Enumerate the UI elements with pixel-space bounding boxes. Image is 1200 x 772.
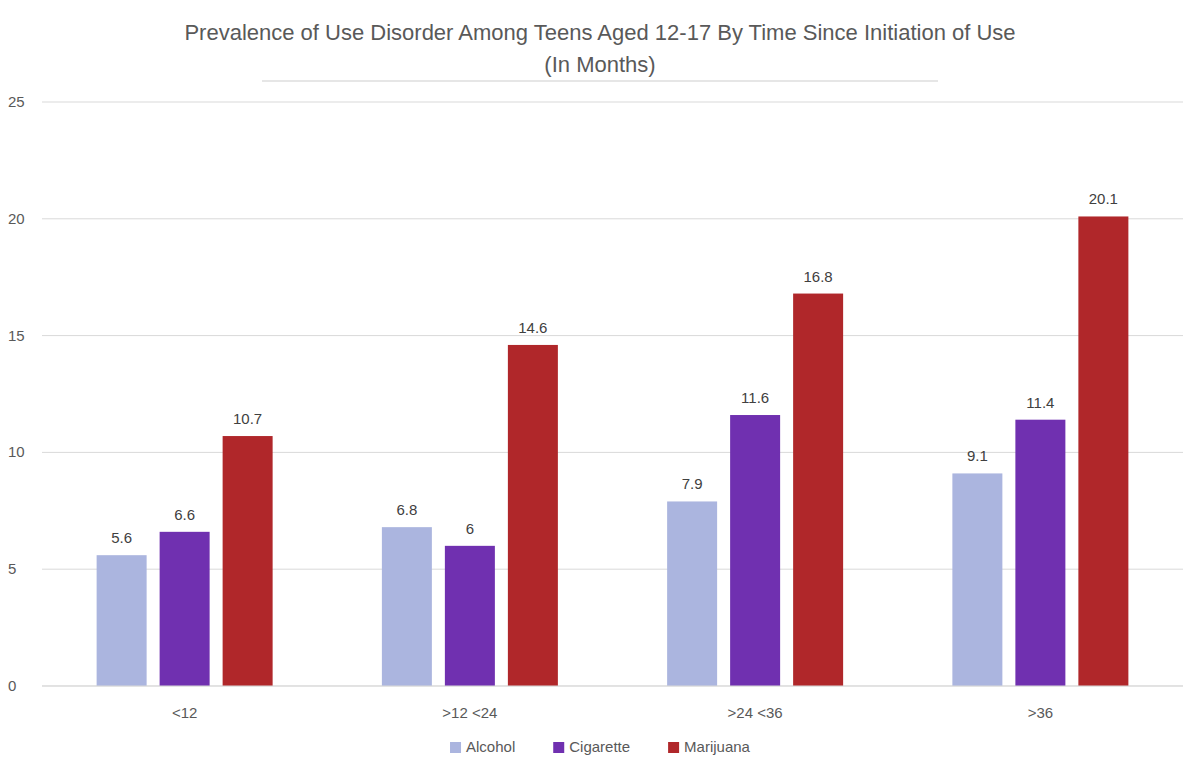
data-label: 14.6: [518, 319, 547, 336]
bar: [160, 532, 210, 686]
grid-line: [42, 686, 1183, 687]
y-tick-label: 20: [8, 210, 25, 227]
bar: [1015, 420, 1065, 686]
y-tick-label: 5: [8, 560, 16, 577]
data-labels: 5.6 6.8 7.9 9.1 6.6 6 11.6 11.4 10.7 14.6 16.8 20.1: [111, 190, 1118, 546]
data-label: 6: [466, 520, 474, 537]
bar: [793, 294, 843, 686]
bar: [445, 546, 495, 686]
data-label: 11.4: [1026, 394, 1054, 411]
bars: [97, 216, 1129, 686]
data-label: 10.7: [233, 410, 262, 427]
subtitle: (In Months): [544, 52, 655, 77]
chart-container: Prevalence of Use Disorder Among Teens A…: [0, 0, 1200, 772]
legend-label: Marijuana: [684, 738, 751, 755]
x-tick-label: >36: [1028, 704, 1053, 721]
data-label: 20.1: [1089, 190, 1118, 207]
x-tick-label: <12: [172, 704, 197, 721]
bar: [223, 436, 273, 686]
bar: [1078, 216, 1128, 686]
data-label: 6.6: [174, 506, 195, 523]
bar: [97, 555, 147, 686]
legend-item: Cigarette: [553, 738, 630, 755]
bar: [382, 527, 432, 686]
x-tick-label: >24 <36: [728, 704, 783, 721]
legend-label: Alcohol: [466, 738, 515, 755]
grid-line: [42, 102, 1183, 103]
grid-line: [42, 452, 1183, 453]
legend-label: Cigarette: [569, 738, 630, 755]
grid-line: [42, 335, 1183, 336]
title-rule: [262, 80, 938, 82]
chart-svg: Prevalence of Use Disorder Among Teens A…: [0, 0, 1200, 772]
data-label: 11.6: [741, 389, 769, 406]
legend-swatch: [668, 742, 679, 753]
y-tick-label: 0: [8, 677, 16, 694]
bar: [667, 501, 717, 686]
legend-swatch: [553, 742, 564, 753]
grid-line: [42, 218, 1183, 219]
data-label: 5.6: [111, 529, 132, 546]
legend: Alcohol Cigarette Marijuana: [450, 738, 751, 755]
bar: [730, 415, 780, 686]
y-tick-label: 10: [8, 443, 25, 460]
legend-item: Alcohol: [450, 738, 515, 755]
bar: [508, 345, 558, 686]
y-tick-label: 25: [8, 93, 25, 110]
y-tick-label: 15: [8, 327, 25, 344]
legend-item: Marijuana: [668, 738, 751, 755]
data-label: 7.9: [682, 475, 703, 492]
legend-swatch: [450, 742, 461, 753]
x-tick-label: >12 <24: [442, 704, 497, 721]
data-label: 16.8: [804, 268, 833, 285]
data-label: 9.1: [967, 447, 988, 464]
bar: [952, 473, 1002, 686]
x-axis: [42, 686, 1183, 687]
title: Prevalence of Use Disorder Among Teens A…: [184, 20, 1015, 45]
grid-line: [42, 569, 1183, 570]
data-label: 6.8: [396, 501, 417, 518]
